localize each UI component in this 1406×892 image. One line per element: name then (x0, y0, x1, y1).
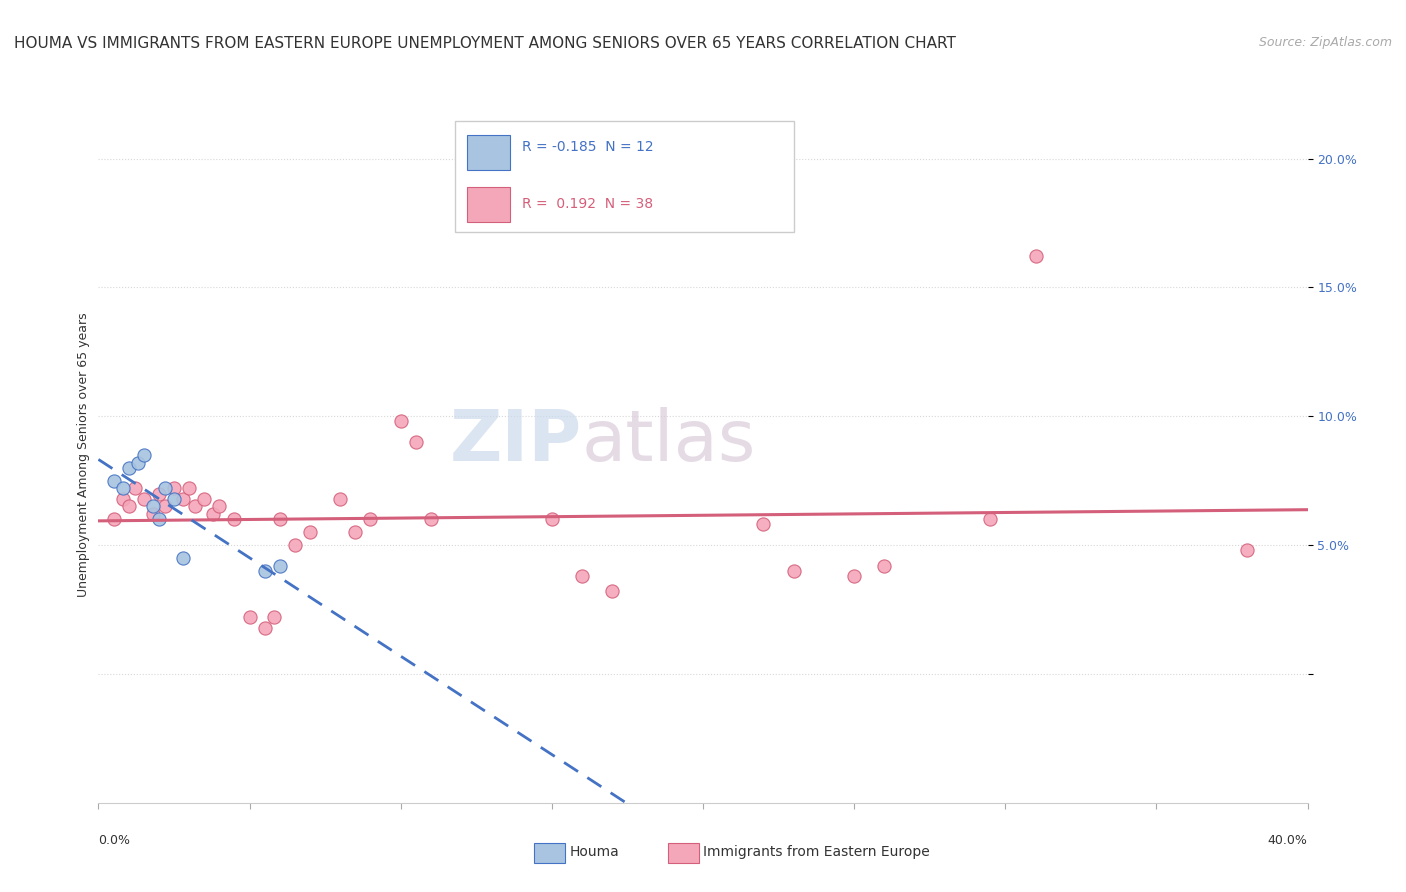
Point (184, 500, 207, 514)
Point (571, 569, 593, 583)
Point (269, 512, 291, 526)
Text: atlas: atlas (582, 407, 756, 475)
Point (172, 491, 194, 506)
Text: R =  0.192  N = 38: R = 0.192 N = 38 (522, 197, 652, 211)
Point (783, 564, 806, 578)
Point (172, 551, 194, 566)
Point (153, 500, 176, 514)
Y-axis label: Unemployment Among Seniors over 65 years: Unemployment Among Seniors over 65 years (77, 312, 90, 598)
FancyBboxPatch shape (467, 187, 509, 222)
Point (269, 558, 291, 573)
Point (193, 491, 215, 506)
Text: Immigrants from Eastern Europe: Immigrants from Eastern Europe (703, 845, 929, 859)
Text: ZIP: ZIP (450, 407, 582, 475)
FancyBboxPatch shape (467, 135, 509, 169)
Text: 0.0%: 0.0% (98, 834, 131, 847)
Text: R = -0.185  N = 12: R = -0.185 N = 12 (522, 140, 654, 154)
Point (239, 610, 262, 624)
Point (179, 482, 201, 496)
Point (103, 512, 125, 526)
Point (284, 538, 307, 552)
Point (405, 435, 427, 450)
Point (344, 525, 367, 540)
Point (153, 482, 176, 496)
Point (111, 491, 134, 506)
Point (127, 456, 149, 470)
Point (224, 512, 246, 526)
Point (142, 500, 165, 514)
Point (1236, 543, 1258, 558)
Point (202, 507, 225, 521)
Point (148, 486, 170, 500)
Text: Source: ZipAtlas.com: Source: ZipAtlas.com (1258, 36, 1392, 49)
Point (844, 569, 866, 583)
Point (602, 584, 624, 599)
Point (208, 500, 231, 514)
FancyBboxPatch shape (456, 121, 793, 232)
Point (979, 512, 1001, 526)
Text: Houma: Houma (569, 845, 619, 859)
Point (118, 460, 141, 475)
Point (752, 517, 775, 532)
Point (253, 564, 276, 578)
Text: 40.0%: 40.0% (1268, 834, 1308, 847)
Point (163, 491, 186, 506)
Point (360, 512, 382, 526)
Point (132, 448, 155, 462)
Point (163, 482, 186, 496)
Point (253, 621, 276, 635)
Point (1024, 250, 1046, 264)
Point (124, 482, 146, 496)
Point (420, 512, 443, 526)
Point (103, 474, 125, 488)
Point (132, 491, 155, 506)
Point (118, 500, 141, 514)
Point (142, 507, 165, 521)
Point (389, 414, 412, 428)
Point (111, 482, 134, 496)
Point (329, 491, 352, 506)
Point (540, 512, 562, 526)
Point (148, 512, 170, 526)
Point (263, 610, 285, 624)
Point (299, 525, 322, 540)
Point (873, 558, 896, 573)
Text: HOUMA VS IMMIGRANTS FROM EASTERN EUROPE UNEMPLOYMENT AMONG SENIORS OVER 65 YEARS: HOUMA VS IMMIGRANTS FROM EASTERN EUROPE … (14, 36, 956, 51)
